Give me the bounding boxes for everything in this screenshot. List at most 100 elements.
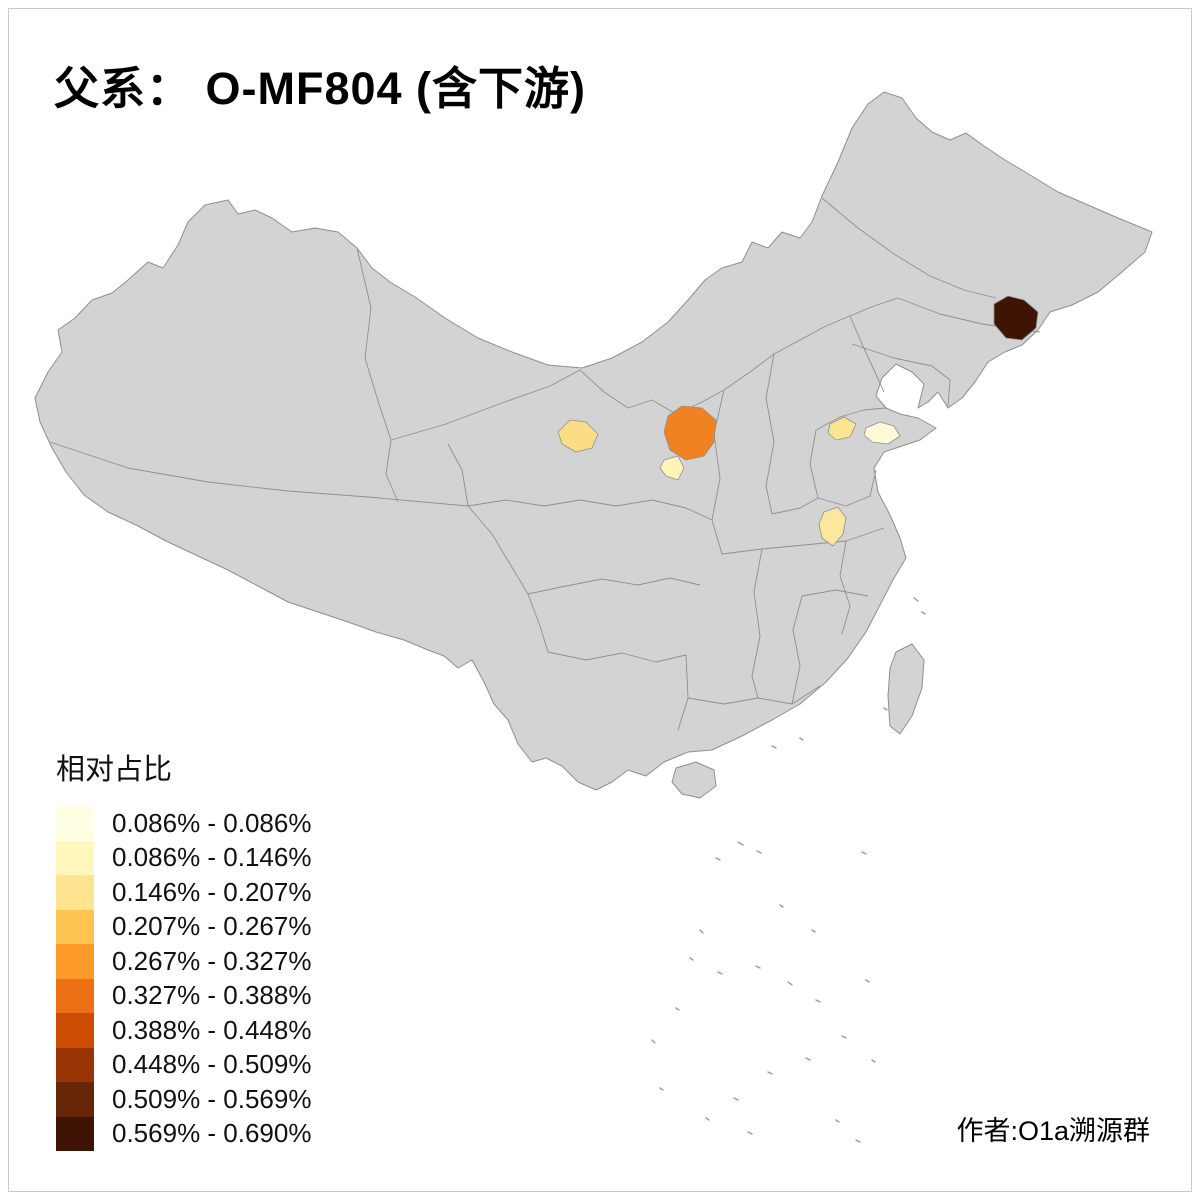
legend-swatch xyxy=(56,1116,94,1151)
hainan-island-shape xyxy=(671,761,717,799)
region-east-peninsula xyxy=(863,421,901,445)
province-border-line xyxy=(771,407,887,515)
islet-mark xyxy=(733,1097,739,1101)
islet-mark xyxy=(861,851,867,855)
islet-mark xyxy=(871,1059,876,1063)
legend-item: 0.327% - 0.388% xyxy=(56,978,312,1013)
islet-mark xyxy=(855,1139,861,1143)
islet-mark xyxy=(756,850,762,854)
province-border-line xyxy=(467,505,549,653)
islet-mark xyxy=(913,597,919,602)
islet-mark xyxy=(767,1071,773,1075)
legend-label: 0.086% - 0.086% xyxy=(112,807,312,838)
legend-item: 0.388% - 0.448% xyxy=(56,1013,311,1048)
legend-label: 0.569% - 0.690% xyxy=(112,1118,312,1149)
author-credit: 作者:O1a溯源群 xyxy=(956,1116,1150,1146)
highlighted-regions xyxy=(557,295,1039,547)
legend-swatch xyxy=(56,840,94,875)
province-border-line xyxy=(721,527,885,555)
legend-swatch xyxy=(56,806,94,841)
province-borders xyxy=(49,197,1041,731)
province-border-line xyxy=(751,548,763,699)
province-border-line xyxy=(467,499,713,521)
region-north-central-small xyxy=(659,455,685,481)
islet-mark xyxy=(675,1007,680,1011)
province-border-line xyxy=(801,589,869,597)
legend-item: 0.086% - 0.146% xyxy=(56,840,312,875)
islet-mark xyxy=(921,611,926,615)
islet-mark xyxy=(699,929,704,934)
islet-mark xyxy=(815,999,821,1003)
islet-mark xyxy=(787,981,793,986)
legend-item: 0.267% - 0.327% xyxy=(56,944,311,979)
region-east-west-patch xyxy=(827,416,857,441)
islet-mark xyxy=(779,904,784,908)
legend-swatch xyxy=(56,978,94,1013)
islet-mark xyxy=(841,1035,847,1039)
islet-mark xyxy=(835,1119,840,1123)
islet-mark xyxy=(883,707,888,711)
province-border-line xyxy=(447,443,469,507)
legend-label: 0.509% - 0.569% xyxy=(112,1083,312,1114)
islet-mark xyxy=(737,841,744,846)
province-border-line xyxy=(817,469,877,507)
legend-item: 0.448% - 0.509% xyxy=(56,1047,312,1082)
province-border-line xyxy=(839,540,851,635)
province-border-line xyxy=(579,297,899,415)
legend-label: 0.448% - 0.509% xyxy=(112,1049,312,1080)
legend-swatch xyxy=(56,1082,94,1117)
legend-item: 0.146% - 0.207% xyxy=(56,875,311,910)
legend-item: 0.086% - 0.086% xyxy=(56,806,311,841)
islet-mark xyxy=(651,1039,656,1044)
legend-swatch xyxy=(56,1013,94,1048)
region-northwest xyxy=(557,419,599,453)
province-border-line xyxy=(356,247,399,503)
islet-mark xyxy=(705,1117,710,1121)
region-far-northeast xyxy=(993,295,1039,341)
islet-mark xyxy=(717,971,723,975)
legend-item: 0.569% - 0.690% xyxy=(56,1116,312,1151)
islet-mark xyxy=(715,857,721,861)
province-border-line xyxy=(49,441,469,507)
islet-mark xyxy=(771,745,777,749)
islet-mark xyxy=(755,965,761,969)
legend-swatch xyxy=(56,909,94,944)
province-border-line xyxy=(547,651,687,663)
province-border-line xyxy=(851,343,951,407)
islet-mark xyxy=(811,929,816,933)
legend-label: 0.267% - 0.327% xyxy=(112,945,312,976)
islet-mark xyxy=(659,1087,664,1091)
legend-label: 0.207% - 0.267% xyxy=(112,911,312,942)
legend-item: 0.509% - 0.569% xyxy=(56,1082,311,1117)
taiwan-island-shape xyxy=(887,643,925,735)
province-border-line xyxy=(390,369,581,441)
legend-swatch xyxy=(56,875,94,910)
legend-title: 相对占比 xyxy=(56,754,173,786)
legend: 相对占比 0.086% - 0.086% 0.086% - 0.146% 0.146… xyxy=(56,746,311,1151)
legend-items: 0.086% - 0.086% 0.086% - 0.146% 0.146% - 0… xyxy=(56,806,311,1151)
islet-mark xyxy=(747,1131,753,1135)
islet-mark xyxy=(799,737,804,741)
islet-mark xyxy=(865,979,870,983)
legend-swatch xyxy=(56,944,94,979)
legend-swatch xyxy=(56,1047,94,1082)
legend-label: 0.388% - 0.448% xyxy=(112,1014,312,1045)
legend-item: 0.207% - 0.267% xyxy=(56,909,312,944)
figure-title: 父系： O-MF804 (含下游) xyxy=(54,63,587,114)
legend-label: 0.146% - 0.207% xyxy=(112,876,312,907)
province-border-line xyxy=(527,577,701,595)
province-border-line xyxy=(711,389,725,555)
province-border-line xyxy=(765,353,775,515)
region-north-central xyxy=(663,405,717,461)
south-china-sea-islets xyxy=(651,597,926,1143)
region-central-east xyxy=(818,506,847,547)
province-border-line xyxy=(821,197,997,299)
legend-label: 0.327% - 0.388% xyxy=(112,980,312,1011)
islet-mark xyxy=(689,957,694,961)
islet-mark xyxy=(805,1057,811,1061)
province-border-line xyxy=(849,315,885,393)
legend-label: 0.086% - 0.146% xyxy=(112,842,312,873)
province-border-line xyxy=(791,595,803,705)
